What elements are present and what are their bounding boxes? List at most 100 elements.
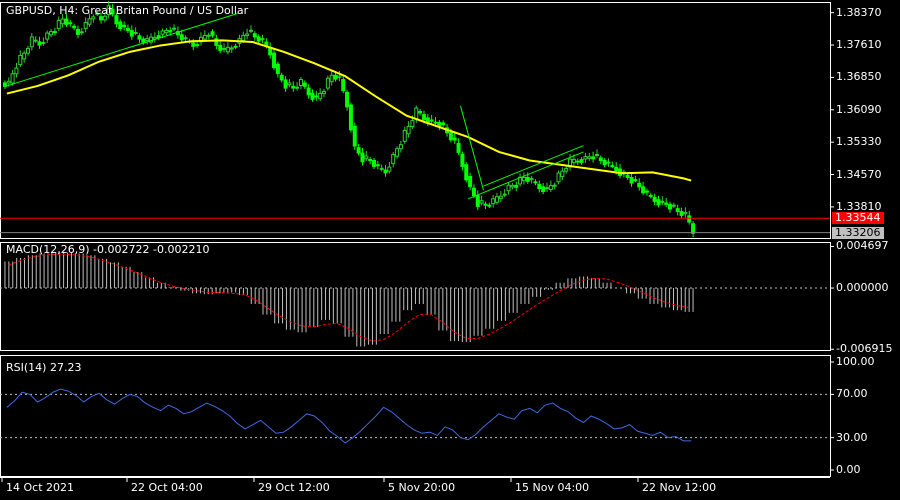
candle-body (668, 203, 673, 210)
candle-body (275, 63, 280, 75)
macd-panel[interactable] (0, 245, 834, 350)
candle-body (29, 36, 34, 48)
candle-body (2, 82, 7, 87)
candle-body (456, 142, 461, 153)
candle-body (310, 92, 315, 100)
time-axis-label: 29 Oct 12:00 (258, 481, 330, 494)
candle-body (402, 129, 407, 142)
candle-body (395, 148, 400, 157)
candle-body (629, 177, 634, 184)
candle-body (302, 82, 307, 87)
panel-frames (0, 2, 831, 478)
candle-body (602, 159, 607, 166)
candle-body (18, 54, 23, 66)
candle-body (464, 164, 469, 181)
channel-line (483, 145, 584, 187)
candle-body (225, 46, 230, 53)
candle-body (544, 187, 549, 190)
candle-body (245, 33, 250, 36)
candle-body (533, 181, 538, 184)
candle-body (233, 45, 238, 48)
candle-body (214, 38, 219, 46)
candle-body (25, 47, 30, 54)
candle-body (664, 202, 669, 205)
candle-body (625, 174, 630, 179)
macd-panel-title: MACD(12,26,9) -0.002722 -0.002210 (6, 243, 210, 256)
macd-axis-label: 0.000000 (836, 281, 889, 295)
candle-body (391, 154, 396, 165)
candle-body (521, 177, 526, 182)
candle-body (333, 74, 338, 80)
candle-body (498, 195, 503, 199)
candle-body (471, 187, 476, 197)
candle-body (68, 22, 73, 25)
candle-body (102, 15, 107, 21)
candle-body (291, 85, 296, 89)
candle-body (644, 190, 649, 193)
candle-body (145, 38, 150, 42)
price-panel-title: GBPUSD, H4: Great Britan Pound / US Doll… (6, 4, 249, 17)
candle-body (141, 38, 146, 43)
candle-body (60, 18, 65, 25)
candle-body (99, 16, 104, 21)
candle-body (479, 200, 484, 204)
candle-body (14, 67, 19, 75)
channel-line (467, 151, 584, 200)
ask-price-tag: 1.33206 (832, 226, 884, 239)
candle-body (279, 74, 284, 81)
candle-body (106, 5, 111, 16)
candle-body (548, 185, 553, 190)
candle-body (506, 184, 511, 192)
time-axis-label: 14 Oct 2021 (6, 481, 75, 494)
candle-body (118, 21, 123, 30)
candle-body (675, 208, 680, 213)
candle-body (83, 21, 88, 29)
candle-body (583, 156, 588, 160)
candle-body (295, 86, 300, 89)
candle-body (510, 184, 515, 188)
candle-body (491, 198, 496, 205)
candle-body (418, 110, 423, 114)
time-axis-label: 5 Nov 20:00 (388, 481, 456, 494)
candle-body (156, 35, 161, 39)
candle-body (460, 153, 465, 167)
candle-body (468, 175, 473, 187)
candle-body (564, 168, 569, 172)
candle-body (502, 193, 507, 196)
candle-body (591, 156, 596, 160)
candle-body (137, 35, 142, 40)
candle-body (448, 132, 453, 141)
macd-frame (0, 242, 831, 351)
candle-body (541, 186, 546, 193)
candle-body (441, 122, 446, 125)
candle-body (45, 32, 50, 40)
candle-body (606, 161, 611, 164)
rsi-panel[interactable] (0, 361, 834, 471)
macd-axis-label: -0.006915 (836, 342, 893, 356)
candle-body (375, 164, 380, 167)
candle-body (6, 80, 11, 84)
candle-body (679, 211, 684, 216)
candle-body (475, 195, 480, 207)
candle-body (314, 95, 319, 98)
candle-body (172, 27, 177, 30)
candle-body (229, 47, 234, 50)
price-axis-label: 1.33810 (836, 199, 882, 213)
price-axis-label: 1.34570 (836, 167, 882, 181)
candle-body (125, 27, 130, 32)
candle-body (364, 155, 369, 159)
candle-body (345, 91, 350, 108)
candle-body (195, 44, 200, 47)
channel-line (6, 13, 238, 87)
candle-body (641, 186, 646, 194)
candle-body (64, 18, 69, 25)
price-panel[interactable] (0, 0, 834, 482)
time-axis-label: 22 Oct 04:00 (131, 481, 203, 494)
candle-body (75, 28, 80, 35)
candle-body (283, 79, 288, 89)
candle-body (414, 107, 419, 120)
candle-body (495, 196, 500, 203)
candle-body (587, 156, 592, 159)
time-axis-label: 22 Nov 12:00 (642, 481, 717, 494)
